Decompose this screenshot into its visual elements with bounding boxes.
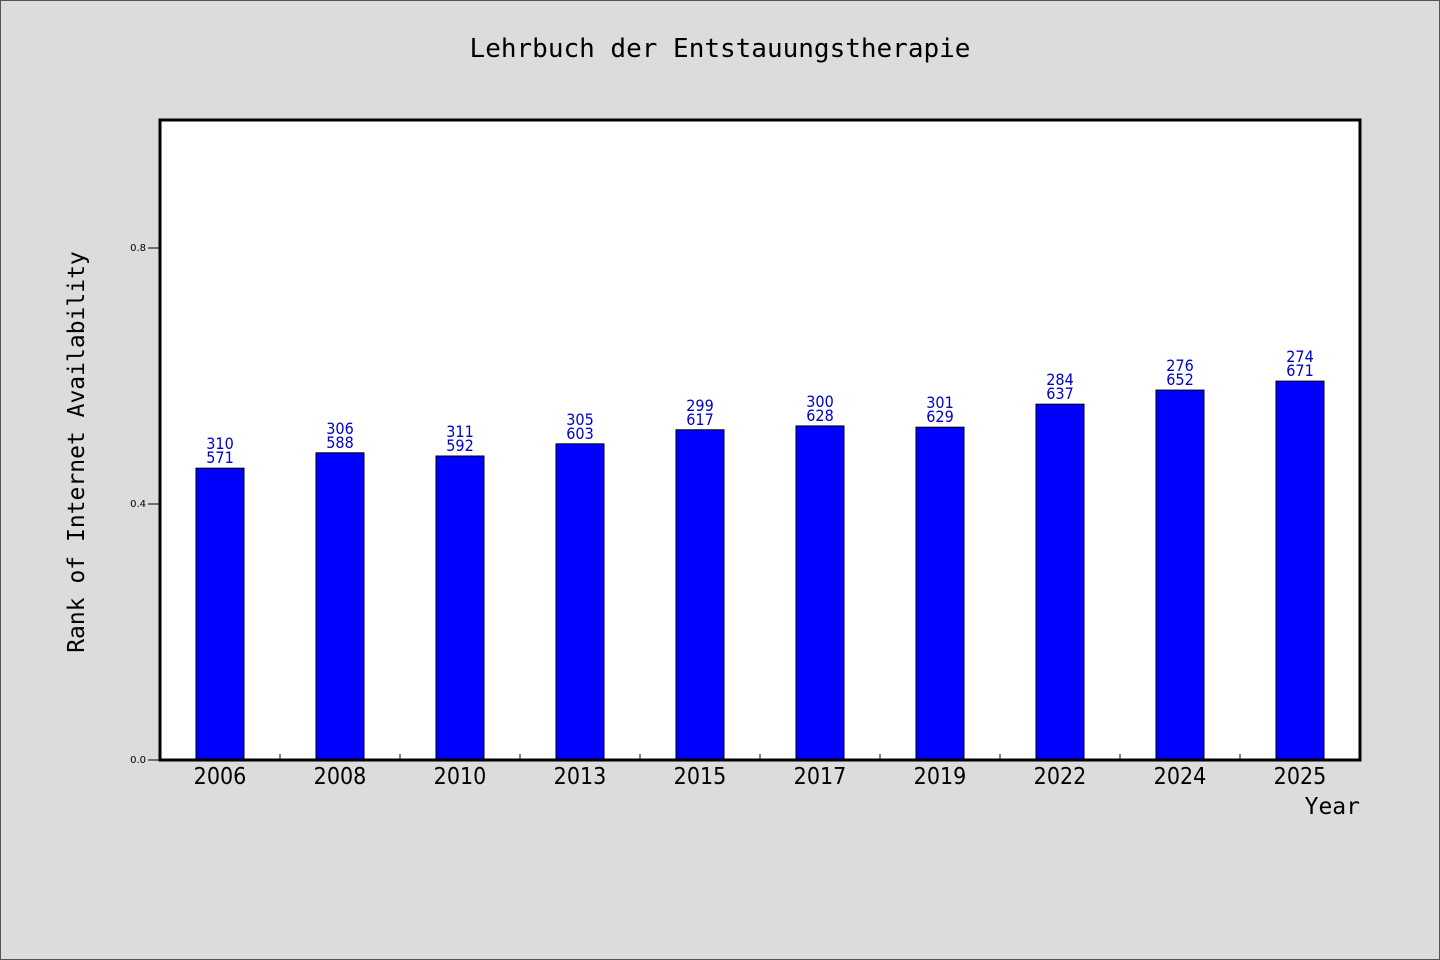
y-axis-label: Rank of Internet Availability bbox=[64, 251, 90, 653]
bar-label-top: 274 bbox=[1286, 347, 1313, 366]
x-tick-label: 2019 bbox=[914, 764, 967, 790]
bar bbox=[555, 443, 605, 761]
bar bbox=[315, 452, 365, 761]
y-tick-label: 0.8 bbox=[130, 243, 146, 254]
bar-label-bottom: 592 bbox=[446, 436, 473, 455]
bar bbox=[1275, 380, 1325, 761]
bar-label-top: 310 bbox=[206, 434, 233, 453]
bar bbox=[1035, 403, 1085, 761]
y-tick-label: 0.0 bbox=[130, 755, 146, 766]
bar-label-top: 305 bbox=[566, 410, 593, 429]
y-tick-label: 0.4 bbox=[130, 499, 146, 510]
bar-label-bottom: 671 bbox=[1286, 361, 1313, 380]
x-tick-label: 2015 bbox=[674, 764, 727, 790]
x-tick-label: 2006 bbox=[194, 764, 247, 790]
x-tick-label: 2022 bbox=[1034, 764, 1087, 790]
bar-label-bottom: 637 bbox=[1046, 384, 1073, 403]
x-tick-label: 2017 bbox=[794, 764, 847, 790]
x-tick-label: 2025 bbox=[1274, 764, 1327, 790]
chart-title: Lehrbuch der Entstauungstherapie bbox=[469, 34, 971, 64]
x-tick-label: 2008 bbox=[314, 764, 367, 790]
bar-label-top: 284 bbox=[1046, 370, 1073, 389]
bar bbox=[915, 426, 965, 761]
bar bbox=[795, 425, 845, 761]
bar-label-bottom: 629 bbox=[926, 407, 953, 426]
bar bbox=[435, 455, 485, 761]
bar-label-bottom: 588 bbox=[326, 433, 353, 452]
bar-label-bottom: 571 bbox=[206, 448, 233, 467]
bar-label-bottom: 652 bbox=[1166, 370, 1193, 389]
bar-label-top: 306 bbox=[326, 419, 353, 438]
bar-label-top: 301 bbox=[926, 393, 953, 412]
x-tick-label: 2013 bbox=[554, 764, 607, 790]
bar-label-bottom: 617 bbox=[686, 410, 713, 429]
bar-label-bottom: 628 bbox=[806, 406, 833, 425]
bar-label-top: 311 bbox=[446, 422, 473, 441]
x-tick-label: 2010 bbox=[434, 764, 487, 790]
bar-label-bottom: 603 bbox=[566, 424, 593, 443]
x-tick-label: 2024 bbox=[1154, 764, 1207, 790]
plot-border bbox=[158, 118, 1362, 762]
bar bbox=[675, 429, 725, 761]
bar-label-top: 299 bbox=[686, 396, 713, 415]
bar-label-top: 300 bbox=[806, 392, 833, 411]
x-axis-label: Year bbox=[1304, 794, 1360, 820]
bar bbox=[195, 467, 245, 761]
bar bbox=[1155, 389, 1205, 761]
bar-label-top: 276 bbox=[1166, 356, 1193, 375]
